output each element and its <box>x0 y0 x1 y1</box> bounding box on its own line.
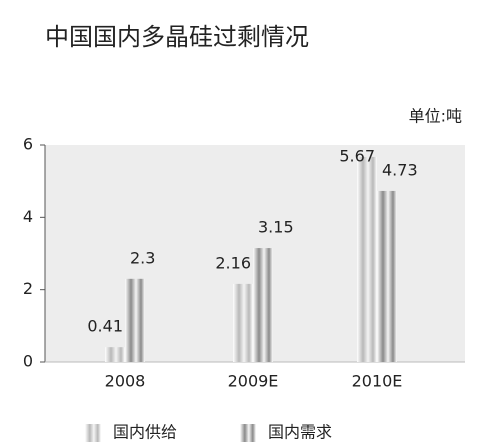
legend-swatch <box>85 424 101 442</box>
data-label: 0.41 <box>87 317 123 336</box>
x-tick-label: 2009E <box>228 372 279 391</box>
bar <box>357 156 377 362</box>
y-tick-label: 6 <box>23 135 33 154</box>
unit-label: 单位:吨 <box>409 107 462 126</box>
x-tick-label: 2008 <box>105 372 146 391</box>
bar <box>105 347 125 362</box>
data-label: 5.67 <box>339 147 375 166</box>
data-label: 4.73 <box>382 160 418 179</box>
bar <box>125 278 145 362</box>
legend-swatch <box>240 424 256 442</box>
y-tick-label: 2 <box>23 279 33 298</box>
bar <box>253 248 273 362</box>
y-tick-label: 0 <box>23 352 33 371</box>
chart-title: 中国国内多晶硅过剩情况 <box>45 23 309 51</box>
bar <box>233 283 253 362</box>
data-label: 2.3 <box>130 248 155 267</box>
data-label: 2.16 <box>215 253 251 272</box>
y-tick-label: 4 <box>23 207 33 226</box>
x-tick-label: 2010E <box>352 372 403 391</box>
legend-label: 国内供给 <box>113 423 177 442</box>
bar <box>377 190 397 362</box>
data-label: 3.15 <box>258 218 294 237</box>
legend-label: 国内需求 <box>268 423 332 442</box>
